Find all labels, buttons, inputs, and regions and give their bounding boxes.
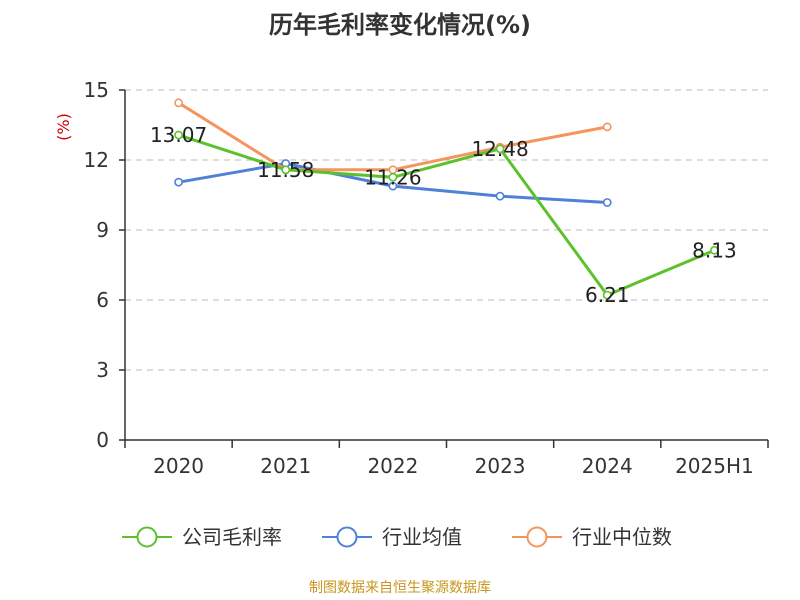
y-tick-label: 15 (84, 78, 109, 102)
x-tick-label: 2022 (367, 454, 418, 478)
data-label: 11.26 (364, 165, 421, 189)
data-label: 6.21 (585, 283, 630, 307)
y-tick-label: 3 (96, 358, 109, 382)
data-point (602, 198, 612, 207)
legend: 公司毛利率 行业均值 行业中位数 (122, 525, 672, 549)
data-point (495, 191, 505, 201)
x-tick-label: 2023 (475, 454, 526, 478)
series-2 (174, 98, 612, 175)
data-point (602, 290, 612, 300)
y-tick-label: 12 (84, 148, 109, 172)
data-point (388, 181, 398, 191)
data-point (495, 144, 505, 154)
grid-lines (125, 89, 768, 371)
axes: 0 3 6 9 12 15 2020 2021 2022 2023 2024 2025H1 (84, 78, 769, 478)
legend-item-0[interactable]: 公司毛利率 (122, 525, 282, 549)
y-tick-label: 9 (96, 218, 109, 242)
y-tick-label: 6 (96, 288, 109, 312)
data-point (281, 165, 291, 175)
legend-marker (336, 526, 358, 548)
y-axis-label: (%) (54, 113, 73, 141)
data-point (388, 172, 398, 182)
series-0 (174, 130, 719, 300)
data-point (174, 130, 183, 140)
series-layer (174, 98, 719, 300)
data-label: 12.48 (471, 137, 528, 161)
data-point (174, 177, 183, 187)
data-point (602, 122, 612, 132)
x-tick-label: 2024 (582, 454, 633, 478)
legend-marker (526, 526, 548, 548)
data-label: 8.13 (692, 238, 737, 262)
y-tick-label: 0 (96, 428, 109, 452)
legend-label: 行业中位数 (572, 525, 672, 549)
data-point (710, 245, 719, 255)
x-tick-label: 2021 (260, 454, 311, 478)
data-label: 13.07 (150, 123, 207, 147)
chart-title: 历年毛利率变化情况(%) (269, 11, 531, 39)
x-tick-label: 2025H1 (675, 454, 754, 478)
legend-label: 行业均值 (382, 525, 462, 549)
source-note: 制图数据来自恒生聚源数据库 (309, 580, 491, 596)
x-tick-label: 2020 (153, 454, 204, 478)
legend-item-2[interactable]: 行业中位数 (512, 525, 672, 549)
data-label: 11.58 (257, 158, 314, 182)
series-line (178, 133, 715, 297)
legend-label: 公司毛利率 (182, 525, 282, 549)
data-point (174, 98, 183, 108)
legend-item-1[interactable]: 行业均值 (322, 525, 462, 549)
legend-marker (136, 526, 158, 548)
data-labels: 13.07 11.58 11.26 12.48 6.21 8.13 (150, 123, 737, 307)
